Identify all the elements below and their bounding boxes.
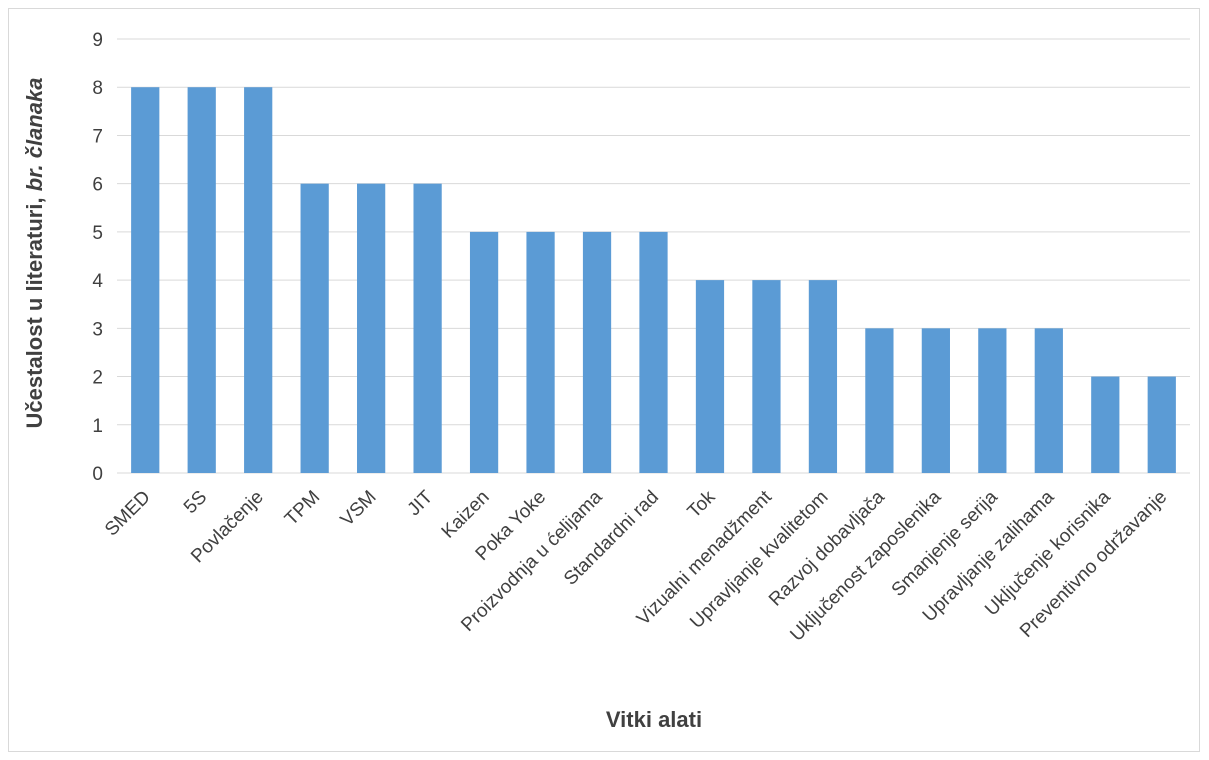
bar (978, 328, 1007, 473)
bar (582, 231, 612, 473)
bar (865, 328, 894, 473)
y-axis-title: Učestalost u literaturi, br. članaka (22, 78, 47, 429)
x-tick-label: 5S (180, 487, 211, 518)
x-tick-label: JIT (404, 486, 438, 520)
bar (300, 183, 329, 473)
bar (639, 231, 668, 473)
y-tick-label: 8 (92, 78, 103, 99)
y-tick-label: 7 (92, 126, 103, 147)
x-tick-label: Tok (684, 486, 720, 522)
bar (1091, 376, 1120, 473)
y-tick-label: 4 (92, 271, 103, 292)
x-axis-title: Vitki alati (606, 707, 702, 732)
bars (131, 87, 1176, 473)
bar (921, 328, 950, 473)
bar (526, 231, 555, 473)
bar (244, 87, 273, 473)
bar (1147, 376, 1176, 473)
gridlines (117, 38, 1190, 474)
y-tick-label: 5 (92, 223, 103, 244)
x-tick-label: TPM (281, 487, 324, 530)
x-tick-label: Kaizen (438, 487, 494, 543)
y-tick-label: 9 (92, 30, 103, 51)
y-tick-label: 1 (92, 416, 103, 437)
bar (357, 183, 386, 473)
bar (1034, 328, 1063, 473)
y-tick-label: 3 (92, 319, 103, 340)
bar (695, 280, 725, 473)
x-tick-label: VSM (337, 487, 381, 531)
bar (808, 280, 838, 473)
bar (131, 87, 160, 473)
x-tick-label: SMED (101, 487, 155, 541)
bar (413, 183, 442, 473)
bar (752, 280, 781, 473)
y-tick-label: 2 (92, 368, 103, 389)
bar (187, 87, 216, 473)
y-tick-label: 0 (92, 464, 103, 485)
y-tick-labels: 0 1 2 3 4 5 6 7 8 9 (92, 30, 103, 485)
y-tick-label: 6 (92, 175, 103, 196)
bar (469, 231, 499, 473)
x-tick-label: Smanjenje serija (888, 486, 1002, 600)
